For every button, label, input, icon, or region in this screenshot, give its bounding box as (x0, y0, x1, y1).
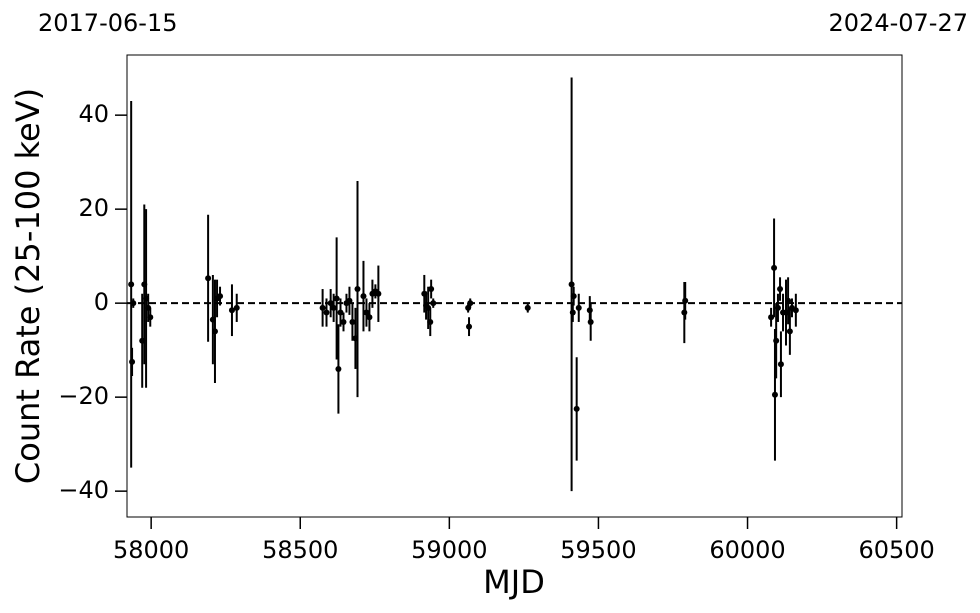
x-tick-label: 60000 (709, 536, 785, 564)
data-point (129, 358, 136, 365)
data-point (569, 309, 576, 316)
data-point (773, 337, 780, 344)
data-point (128, 281, 135, 288)
data-point (573, 405, 580, 412)
data-point (467, 300, 474, 307)
data-point (349, 318, 356, 325)
x-tick-label: 58000 (113, 536, 189, 564)
data-point (130, 300, 137, 307)
data-point (785, 297, 792, 304)
x-tick-label: 59000 (411, 536, 487, 564)
data-point (777, 361, 784, 368)
top-left-label: 2017-06-15 (38, 9, 177, 37)
data-point (524, 304, 531, 311)
data-point (427, 318, 434, 325)
data-point (333, 295, 340, 302)
data-point (337, 309, 344, 316)
data-point (366, 314, 373, 321)
data-point (327, 300, 334, 307)
y-tick-label: 0 (94, 288, 109, 316)
x-tick-label: 58500 (262, 536, 338, 564)
y-tick-label: −40 (58, 476, 109, 504)
data-point (777, 286, 784, 293)
data-point (323, 309, 330, 316)
data-point (319, 304, 326, 311)
x-axis-label: MJD (483, 563, 545, 601)
data-point (147, 314, 154, 321)
data-point (340, 318, 347, 325)
data-point (233, 304, 240, 311)
data-point (768, 314, 775, 321)
data-point (430, 300, 437, 307)
data-point (568, 281, 575, 288)
data-point (771, 391, 778, 398)
data-point (205, 275, 212, 282)
x-tick-label: 59500 (560, 536, 636, 564)
data-point (682, 297, 689, 304)
data-point (346, 297, 353, 304)
data-point (587, 318, 594, 325)
x-tick-label: 60500 (858, 536, 934, 564)
y-tick-label: 20 (78, 194, 109, 222)
plot-frame (126, 54, 903, 518)
data-point (354, 286, 361, 293)
data-point (335, 365, 342, 372)
data-point (774, 304, 781, 311)
data-point (228, 307, 235, 314)
y-axis-label: Count Rate (25-100 keV) (9, 88, 47, 484)
data-point (771, 264, 778, 271)
data-point (330, 304, 337, 311)
data-point (570, 293, 577, 300)
data-point (792, 307, 799, 314)
data-point (217, 293, 224, 300)
data-point (428, 286, 435, 293)
data-point (786, 328, 793, 335)
data-point (375, 290, 382, 297)
top-right-label: 2024-07-27 (829, 9, 968, 37)
data-point (466, 323, 473, 330)
data-point (363, 309, 370, 316)
data-point (211, 328, 218, 335)
data-point (575, 304, 582, 311)
y-tick-label: 40 (78, 100, 109, 128)
y-tick-label: −20 (58, 382, 109, 410)
data-point (360, 293, 367, 300)
